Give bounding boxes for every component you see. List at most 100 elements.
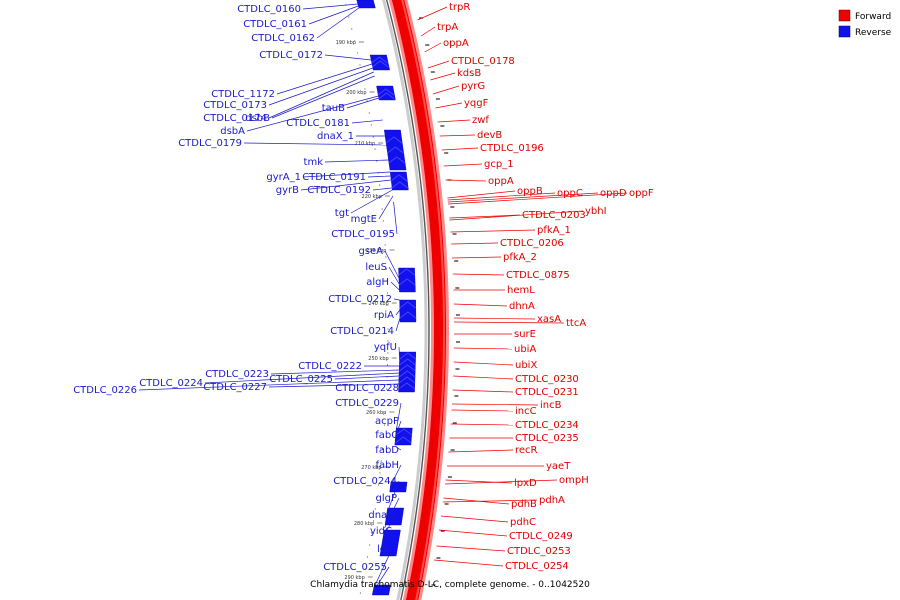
- reverse-feature-block[interactable]: [398, 267, 416, 293]
- forward-gene-label[interactable]: CTDLC_0230: [515, 374, 579, 385]
- reverse-gene-label[interactable]: dnaX_1: [317, 131, 354, 142]
- reverse-gene-label[interactable]: CTDLC_0225: [269, 374, 333, 385]
- reverse-gene-label[interactable]: yqfU: [374, 342, 397, 353]
- forward-gene-label[interactable]: CTDLC_0234: [515, 420, 579, 431]
- forward-gene-label[interactable]: ompH: [559, 475, 589, 486]
- reverse-gene-label[interactable]: yidC: [370, 526, 392, 537]
- reverse-gene-label[interactable]: CTDLC_0229: [335, 398, 399, 409]
- forward-gene-label[interactable]: yqgF: [464, 98, 489, 109]
- reverse-gene-label[interactable]: CTDLC_0255: [323, 562, 387, 573]
- forward-gene-label[interactable]: ybhI: [585, 206, 607, 217]
- legend-forward[interactable]: Forward: [838, 9, 891, 22]
- reverse-gene-label[interactable]: CTDLC_0192: [307, 185, 371, 196]
- reverse-gene-label[interactable]: glgP: [375, 493, 397, 504]
- forward-gene-label[interactable]: dhnA: [509, 301, 535, 312]
- reverse-gene-label[interactable]: CTDLC_0195: [331, 229, 395, 240]
- forward-gene-label[interactable]: CTDLC_0196: [480, 143, 544, 154]
- reverse-gene-label[interactable]: algH: [366, 277, 389, 288]
- reverse-feature-block[interactable]: [384, 129, 407, 171]
- reverse-gene-label[interactable]: tmk: [304, 157, 324, 168]
- forward-gene-label[interactable]: trpA: [437, 22, 458, 33]
- reverse-gene-label[interactable]: CTDLC_0228: [335, 383, 399, 394]
- forward-gene-label[interactable]: ttcA: [566, 318, 586, 329]
- forward-gene-label[interactable]: CTDLC_0231: [515, 387, 579, 398]
- reverse-gene-label[interactable]: CTDLC_0162: [251, 33, 315, 44]
- reverse-gene-label[interactable]: fabG: [375, 430, 399, 441]
- forward-gene-label[interactable]: oppA: [488, 176, 514, 187]
- forward-gene-label[interactable]: CTDLC_0254: [505, 561, 569, 572]
- forward-gene-label[interactable]: CTDLC_0253: [507, 546, 571, 557]
- reverse-gene-label[interactable]: dsbB: [245, 113, 270, 124]
- forward-gene-label[interactable]: zwf: [472, 115, 489, 126]
- forward-gene-label[interactable]: trpR: [449, 2, 470, 13]
- reverse-gene-label[interactable]: CTDLC_0226: [73, 385, 137, 396]
- reverse-feature-block[interactable]: [384, 507, 404, 526]
- forward-gene-label[interactable]: surE: [514, 329, 536, 340]
- forward-gene-label[interactable]: gcp_1: [484, 159, 514, 170]
- reverse-gene-label[interactable]: CTDLC_0160: [237, 4, 301, 15]
- forward-gene-label[interactable]: CTDLC_0206: [500, 238, 564, 249]
- reverse-gene-label[interactable]: mgtE: [351, 214, 377, 225]
- reverse-gene-label[interactable]: CTDLC_0174: [203, 113, 267, 124]
- reverse-feature-block[interactable]: [379, 529, 401, 557]
- forward-gene-label[interactable]: oppA: [443, 38, 469, 49]
- reverse-gene-label[interactable]: dsbA: [220, 126, 245, 137]
- reverse-gene-label[interactable]: CTDLC_0173: [203, 100, 267, 111]
- forward-gene-label[interactable]: yaeT: [546, 461, 571, 472]
- reverse-gene-label[interactable]: CTDLC_0222: [298, 361, 362, 372]
- forward-gene-label[interactable]: kdsB: [457, 68, 481, 79]
- forward-gene-label[interactable]: recR: [515, 445, 538, 456]
- forward-gene-label[interactable]: CTDLC_0235: [515, 433, 579, 444]
- reverse-feature-block[interactable]: [369, 54, 390, 71]
- forward-gene-label[interactable]: oppC: [557, 188, 583, 199]
- reverse-gene-label[interactable]: tauB: [322, 103, 345, 114]
- reverse-gene-label[interactable]: acpP: [375, 416, 399, 427]
- forward-gene-label[interactable]: pdhC: [510, 517, 536, 528]
- reverse-gene-label[interactable]: gyrB: [276, 185, 299, 196]
- reverse-gene-label[interactable]: tgt: [335, 208, 349, 219]
- forward-gene-label[interactable]: incC: [515, 406, 537, 417]
- forward-gene-label[interactable]: ubiA: [514, 344, 536, 355]
- reverse-gene-label[interactable]: fabD: [375, 445, 399, 456]
- legend-reverse[interactable]: Reverse: [838, 25, 892, 38]
- forward-gene-label[interactable]: pyrG: [461, 81, 485, 92]
- reverse-gene-label[interactable]: leuS: [365, 262, 387, 273]
- reverse-gene-label[interactable]: CTDLC_0181: [286, 118, 350, 129]
- forward-gene-label[interactable]: lpxD: [514, 478, 537, 489]
- reverse-gene-label[interactable]: dnaA: [368, 510, 394, 521]
- reverse-feature-block[interactable]: [389, 481, 408, 493]
- reverse-gene-label[interactable]: CTDLC_0244: [333, 476, 397, 487]
- reverse-feature-block[interactable]: [399, 299, 417, 323]
- forward-gene-label[interactable]: incB: [540, 400, 562, 411]
- reverse-gene-label[interactable]: CTDLC_0161: [243, 19, 307, 30]
- reverse-gene-label[interactable]: CTDLC_0172: [259, 50, 323, 61]
- reverse-gene-label[interactable]: CTDLC_0212: [328, 294, 392, 305]
- reverse-feature-block[interactable]: [356, 0, 376, 9]
- reverse-gene-label[interactable]: CTDLC_0214: [330, 326, 394, 337]
- forward-gene-label[interactable]: pdhB: [511, 499, 537, 510]
- forward-gene-label[interactable]: CTDLC_0875: [506, 270, 570, 281]
- reverse-gene-label[interactable]: CTDLC_0191: [302, 172, 366, 183]
- reverse-gene-label[interactable]: gseA: [358, 246, 383, 257]
- forward-gene-label[interactable]: oppF: [629, 188, 654, 199]
- forward-gene-label[interactable]: CTDLC_0249: [509, 531, 573, 542]
- forward-gene-label[interactable]: hemL: [507, 285, 535, 296]
- reverse-gene-label[interactable]: CTDLC_0179: [178, 138, 242, 149]
- forward-gene-label[interactable]: ubiX: [515, 360, 537, 371]
- forward-gene-label[interactable]: pfkA_1: [537, 225, 571, 236]
- reverse-gene-label[interactable]: lgt: [377, 544, 390, 555]
- reverse-gene-label[interactable]: CTDLC_0223: [205, 369, 269, 380]
- forward-gene-label[interactable]: CTDLC_0178: [451, 56, 515, 67]
- reverse-gene-label[interactable]: rpiA: [374, 310, 394, 321]
- reverse-gene-label[interactable]: CTDLC_1172: [211, 89, 275, 100]
- reverse-gene-label[interactable]: gyrA_1: [266, 172, 301, 183]
- reverse-gene-label[interactable]: fabH: [375, 460, 399, 471]
- forward-gene-label[interactable]: CTDLC_0203: [522, 210, 586, 221]
- forward-gene-label[interactable]: pdhA: [539, 495, 565, 506]
- forward-gene-label[interactable]: pfkA_2: [503, 252, 537, 263]
- forward-gene-label[interactable]: oppB: [517, 186, 543, 197]
- forward-gene-label[interactable]: xasA: [537, 314, 561, 325]
- reverse-gene-label[interactable]: CTDLC_0224: [139, 378, 203, 389]
- reverse-gene-label[interactable]: CTDLC_0227: [203, 382, 267, 393]
- forward-gene-label[interactable]: devB: [477, 130, 502, 141]
